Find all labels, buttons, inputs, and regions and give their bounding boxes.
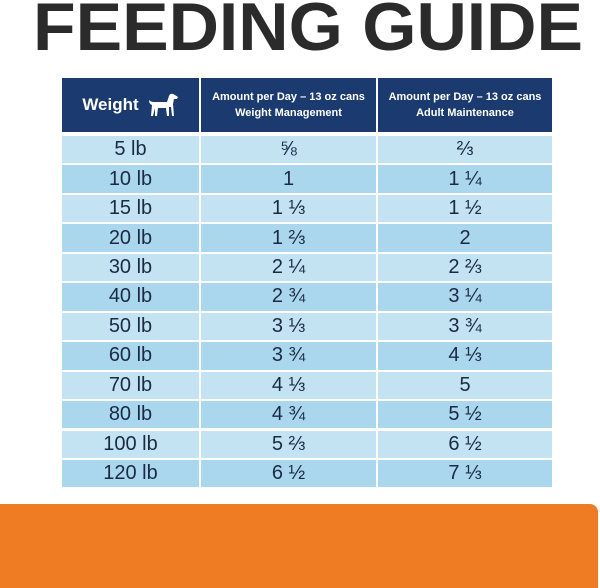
amount-cell: 1 ⅓ xyxy=(201,194,376,223)
amount-text: 2 ¼ xyxy=(271,256,306,279)
amount-text: 3 ¾ xyxy=(448,314,482,337)
header-text: Amount per Day – 13 oz cans xyxy=(388,91,542,103)
amount-cell: 1 xyxy=(201,165,376,193)
amount-text: 1 xyxy=(282,167,295,190)
amount-text: ⅔ xyxy=(456,138,474,161)
amount-text: 2 ¾ xyxy=(271,285,306,308)
amount-cell: 3 ¾ xyxy=(201,342,376,370)
weight-text: 5 lb xyxy=(114,138,147,161)
amount-cell: 4 ⅓ xyxy=(378,342,552,370)
amount-text: 5 ⅔ xyxy=(271,432,306,455)
weight-text: 40 lb xyxy=(108,285,153,308)
weight-cell: 30 lb xyxy=(62,253,199,282)
weight-text: 60 lb xyxy=(108,344,153,367)
title-area: FEEDING GUIDE xyxy=(33,0,583,62)
weight-cell: 80 lb xyxy=(62,401,199,429)
dog-icon xyxy=(148,93,178,116)
amount-text: 1 ⅓ xyxy=(271,197,306,220)
amount-text: 6 ½ xyxy=(448,432,482,455)
amount-cell: 7 ⅓ xyxy=(378,459,552,488)
weight-cell: 40 lb xyxy=(62,283,199,311)
amount-cell: 2 ¼ xyxy=(201,253,376,282)
amount-cell: 3 ¼ xyxy=(378,283,552,311)
weight-cell: 60 lb xyxy=(62,342,199,370)
amount-text: 2 ⅔ xyxy=(448,256,482,279)
header-text: Weight xyxy=(82,95,139,114)
amount-text: 7 ⅓ xyxy=(448,462,482,485)
amount-text: 4 ¾ xyxy=(271,403,306,426)
orange-banner xyxy=(0,504,598,588)
weight-cell: 5 lb xyxy=(62,136,199,164)
header-text: Amount per Day – 13 oz cans xyxy=(212,91,365,103)
amount-cell: 2 ¾ xyxy=(201,283,376,311)
amount-cell: 2 ⅔ xyxy=(378,253,552,282)
amount-cell: 4 ⅓ xyxy=(201,371,376,400)
amount-text: 1 ¼ xyxy=(448,167,482,190)
amount-cell: 1 ½ xyxy=(378,194,552,223)
amount-cell: 3 ¾ xyxy=(378,312,552,341)
weight-text: 120 lb xyxy=(103,462,158,485)
header-cell: Amount per Day – 13 oz cans Weight Manage… xyxy=(201,78,376,132)
amount-cell: 1 ¼ xyxy=(378,165,552,193)
title: FEEDING GUIDE xyxy=(33,0,583,62)
weight-cell: 20 lb xyxy=(62,224,199,252)
weight-text: 15 lb xyxy=(108,197,153,220)
weight-text: 10 lb xyxy=(108,167,153,190)
weight-text: 50 lb xyxy=(108,314,153,337)
header-cell: Amount per Day – 13 oz cans Adult Mainten… xyxy=(378,78,552,132)
amount-text: 3 ¾ xyxy=(271,344,306,367)
amount-cell: 4 ¾ xyxy=(201,401,376,429)
amount-text: 1 ½ xyxy=(448,197,482,220)
amount-cell: 1 ⅔ xyxy=(201,224,376,252)
amount-cell: 6 ½ xyxy=(378,430,552,458)
amount-text: 1 ⅔ xyxy=(271,226,306,249)
amount-cell: ⅔ xyxy=(378,136,552,164)
amount-cell: ⅝ xyxy=(201,136,376,164)
amount-cell: 5 ½ xyxy=(378,401,552,429)
weight-text: 100 lb xyxy=(103,432,158,455)
amount-text: 4 ⅓ xyxy=(448,344,482,367)
amount-text: 2 xyxy=(459,226,471,249)
amount-text: 5 xyxy=(459,373,471,396)
amount-cell: 6 ½ xyxy=(201,459,376,488)
amount-text: 4 ⅓ xyxy=(271,373,306,396)
amount-text: 5 ½ xyxy=(448,403,482,426)
weight-cell: 70 lb xyxy=(62,371,199,400)
amount-cell: 3 ⅓ xyxy=(201,312,376,341)
weight-cell: 100 lb xyxy=(62,430,199,458)
weight-cell: 10 lb xyxy=(62,165,199,193)
weight-cell: 15 lb xyxy=(62,194,199,223)
amount-text: 3 ¼ xyxy=(448,285,482,308)
amount-text: ⅝ xyxy=(280,138,297,161)
weight-text: 80 lb xyxy=(108,403,153,426)
header-text: Weight Management xyxy=(235,107,342,119)
header-cell: Weight xyxy=(62,78,199,132)
amount-cell: 5 ⅔ xyxy=(201,430,376,458)
weight-text: 70 lb xyxy=(108,373,153,396)
amount-cell: 2 xyxy=(378,224,552,252)
header-text: Adult Maintenance xyxy=(416,107,514,119)
weight-cell: 50 lb xyxy=(62,312,199,341)
amount-text: 6 ½ xyxy=(271,462,306,485)
weight-text: 30 lb xyxy=(108,256,153,279)
weight-text: 20 lb xyxy=(108,226,153,249)
amount-text: 3 ⅓ xyxy=(271,314,306,337)
amount-cell: 5 xyxy=(378,371,552,400)
weight-cell: 120 lb xyxy=(62,459,199,488)
